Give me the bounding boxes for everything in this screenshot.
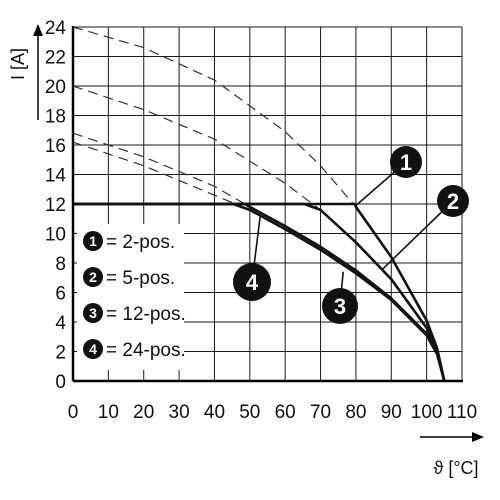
y-axis-label: I [A] — [8, 48, 28, 80]
axes — [33, 24, 484, 442]
y-tick-label-12: 12 — [45, 195, 66, 216]
x-axis-label: ϑ [°C] — [433, 458, 478, 478]
callout-marker-3 — [322, 288, 358, 324]
legend-marker-label-1: 1 — [89, 233, 97, 249]
callout-label-3: 3 — [334, 294, 346, 319]
x-tick-label-40: 40 — [204, 402, 225, 423]
curve-callouts: 1 2 3 4 — [233, 146, 469, 324]
x-tick-label-60: 60 — [275, 402, 296, 423]
y-tick-label-10: 10 — [45, 225, 66, 246]
y-tick-label-8: 8 — [55, 254, 66, 275]
y-tick-label-22: 22 — [45, 48, 66, 69]
y-tick-label-20: 20 — [45, 77, 66, 98]
x-tick-label-50: 50 — [239, 402, 260, 423]
legend-marker-2 — [83, 267, 103, 287]
x-tick-label-10: 10 — [98, 402, 119, 423]
x-tick-label-80: 80 — [345, 402, 366, 423]
y-tick-label-2: 2 — [55, 343, 66, 364]
y-tick-label-14: 14 — [45, 166, 67, 187]
legend-entry-4: = 24-pos. — [106, 340, 186, 361]
legend-entry-2: = 5-pos. — [106, 268, 175, 289]
legend-entry-1: = 2-pos. — [106, 232, 175, 253]
callout-label-2: 2 — [447, 189, 459, 214]
y-tick-label-4: 4 — [55, 313, 66, 334]
derating-curve-1 — [72, 26, 445, 382]
callout-marker-2 — [437, 185, 469, 217]
callout-label-1: 1 — [400, 150, 412, 175]
usable-curve-4 — [73, 202, 446, 382]
legend-marker-label-4: 4 — [89, 341, 97, 357]
legend: 1 = 2-pos. 2 = 5-pos. 3 = 12-pos. 4 = 24-pos. — [77, 224, 186, 370]
legend-marker-4 — [83, 339, 103, 359]
x-tick-label-90: 90 — [381, 402, 402, 423]
callout-label-4: 4 — [246, 270, 259, 295]
callout-marker-1 — [390, 146, 422, 178]
callout-marker-4 — [233, 263, 271, 301]
x-tick-label-0: 0 — [68, 402, 79, 423]
y-tick-label-6: 6 — [55, 284, 66, 305]
tick-labels: 0 10 20 30 40 50 60 70 80 90 100 110024681012141618… — [45, 18, 477, 423]
y-tick-label-16: 16 — [45, 136, 66, 157]
legend-marker-label-2: 2 — [89, 269, 97, 285]
y-tick-label-18: 18 — [45, 107, 66, 128]
legend-marker-3 — [83, 303, 103, 323]
x-tick-label-30: 30 — [169, 402, 190, 423]
callout-leader-2 — [382, 200, 454, 270]
y-tick-label-0: 0 — [55, 372, 66, 393]
y-tick-label-24: 24 — [45, 18, 67, 39]
legend-marker-1 — [83, 231, 103, 251]
x-tick-label-100: 100 — [411, 402, 443, 423]
derating-curves-used — [73, 202, 446, 382]
x-tick-label-20: 20 — [133, 402, 154, 423]
legend-entry-3: = 12-pos. — [106, 304, 186, 325]
x-tick-label-70: 70 — [310, 402, 331, 423]
x-tick-label-110: 110 — [447, 402, 477, 423]
y-axis-arrow-head — [33, 24, 43, 36]
legend-marker-label-3: 3 — [89, 305, 97, 321]
x-axis-arrow-head — [472, 432, 484, 442]
